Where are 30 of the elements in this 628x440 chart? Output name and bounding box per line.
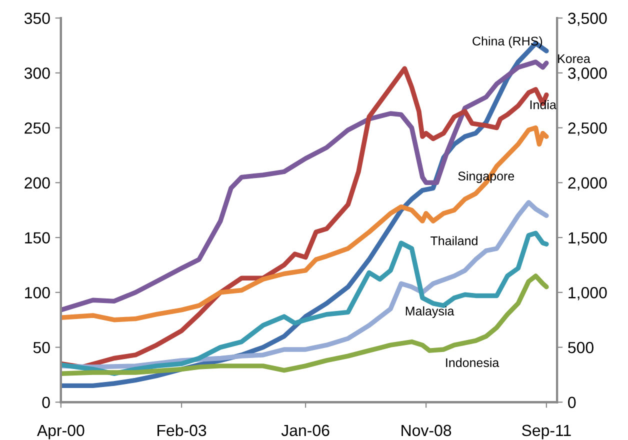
y-tick-label: 350 [24, 12, 50, 24]
x-tick-label: Feb-03 [158, 424, 206, 436]
y2-tick-label: 2,000 [568, 177, 607, 190]
series-label: India [530, 100, 556, 110]
y-tick-label: 150 [25, 232, 50, 244]
y2-tick-label: 3,500 [568, 12, 607, 26]
x-tick-label: Jan-06 [281, 424, 330, 436]
line-series [60, 274, 549, 376]
series-label: Korea [558, 54, 590, 64]
y2-tick-label: 2,500 [568, 122, 607, 136]
y-tick-label: 100 [25, 287, 50, 298]
y2-tick-label: 0 [568, 396, 576, 408]
y-tick-label: 50 [33, 342, 50, 354]
y2-tick-label: 1,500 [568, 232, 607, 246]
x-tick-label: Sep-11 [522, 424, 571, 440]
y2-tick-label: 3,000 [568, 68, 607, 81]
x-tick-label: Apr-00 [36, 424, 84, 440]
y-tick-label: 0 [42, 396, 50, 408]
series-label: Thailand [430, 236, 478, 246]
x-tick-label: Nov-08 [402, 424, 452, 436]
y2-tick-label: 1,000 [568, 287, 607, 300]
y2-tick-label: 500 [568, 342, 594, 354]
series-label: Malaysia [406, 306, 454, 318]
y-tick-label: 250 [24, 122, 50, 134]
line-series [60, 125, 549, 322]
y-tick-label: 200 [24, 177, 50, 189]
series-label: China (RHS) [472, 36, 542, 48]
y-tick-label: 300 [24, 68, 50, 79]
line-series [60, 230, 549, 376]
series-label: Indonesia [446, 358, 500, 368]
